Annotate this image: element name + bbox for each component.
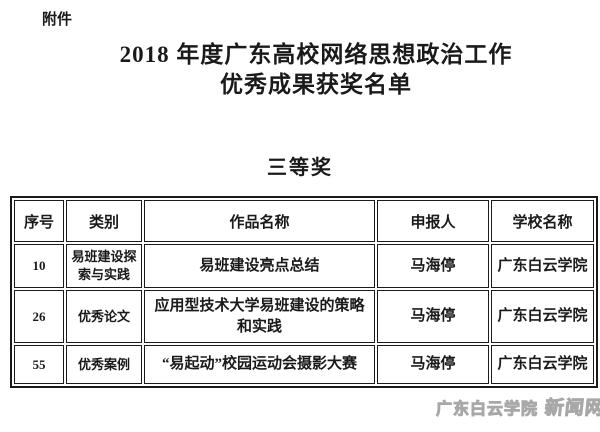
cell-category: 易班建设探索与实践 (66, 244, 142, 288)
title-line-1: 2018 年度广东高校网络思想政治工作 (119, 42, 513, 67)
awards-table: 序号 类别 作品名称 申报人 学校名称 10 易班建设探索与实践 易班建设亮点总… (10, 196, 598, 388)
watermark-news-network: 新闻网 (543, 398, 600, 420)
cell-applicant: 马海停 (377, 290, 489, 343)
cell-category: 优秀论文 (66, 290, 142, 343)
cell-no: 55 (14, 345, 64, 384)
cell-school: 广东白云学院 (491, 345, 594, 384)
col-header-school: 学校名称 (491, 200, 594, 242)
cell-work: 易班建设亮点总结 (144, 244, 375, 288)
cell-applicant: 马海停 (377, 345, 489, 384)
section-heading-third-prize: 三等奖 (267, 157, 333, 179)
table-header-row: 序号 类别 作品名称 申报人 学校名称 (14, 200, 594, 242)
col-header-no: 序号 (14, 200, 64, 242)
document-title: 2018 年度广东高校网络思想政治工作 优秀成果获奖名单 (16, 40, 600, 100)
table-row: 26 优秀论文 应用型技术大学易班建设的策略和实践 马海停 广东白云学院 (14, 290, 594, 343)
cell-work: “易起动”校园运动会摄影大赛 (144, 345, 375, 384)
cell-no: 10 (14, 244, 64, 288)
cell-no: 26 (14, 290, 64, 343)
title-line-2: 优秀成果获奖名单 (220, 72, 412, 97)
cell-work: 应用型技术大学易班建设的策略和实践 (144, 290, 375, 343)
table-row: 10 易班建设探索与实践 易班建设亮点总结 马海停 广东白云学院 (14, 244, 594, 288)
table-row: 55 优秀案例 “易起动”校园运动会摄影大赛 马海停 广东白云学院 (14, 345, 594, 384)
watermark-school-name: 广东白云学院 (435, 401, 539, 419)
watermark-logo: 广东白云学院 新闻网 (435, 393, 600, 420)
cell-school: 广东白云学院 (491, 244, 594, 288)
col-header-work: 作品名称 (144, 200, 375, 242)
cell-school: 广东白云学院 (491, 290, 594, 343)
cell-applicant: 马海停 (377, 244, 489, 288)
attachment-label: 附件 (42, 12, 73, 28)
col-header-category: 类别 (66, 200, 142, 242)
col-header-applicant: 申报人 (377, 200, 489, 242)
cell-category: 优秀案例 (66, 345, 142, 384)
